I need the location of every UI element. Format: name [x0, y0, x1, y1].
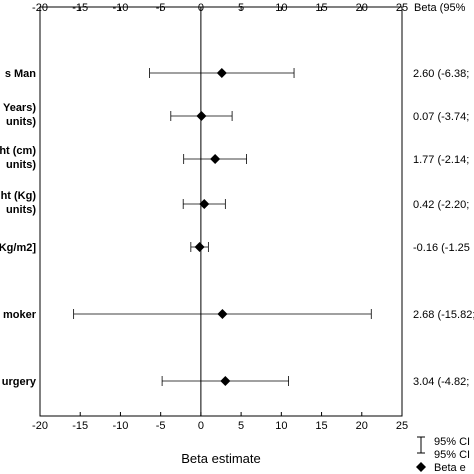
ci-text: 0.42 (-2.20; — [413, 199, 469, 211]
top-tick-label: -15 — [72, 2, 88, 14]
row-label: ht (Kg) — [1, 190, 37, 202]
point-estimate — [217, 309, 228, 319]
legend-label: Beta e — [434, 462, 466, 474]
ci-text: 2.60 (-6.38; — [413, 68, 469, 80]
row-label: Years) — [3, 102, 36, 114]
forest-row: Years) units) 0.07 (-3.74; — [3, 102, 469, 128]
point-estimate — [216, 68, 227, 78]
ci-text: 0.07 (-3.74; — [413, 111, 469, 123]
forest-row: ht (cm) units) 1.77 (-2.14; — [0, 145, 469, 171]
ci-text: -0.16 (-1.25 — [413, 242, 470, 254]
top-tick-label: 5 — [238, 2, 244, 14]
point-estimate — [196, 111, 207, 121]
bottom-tick-label: 15 — [315, 420, 327, 432]
top-tick-label: -20 — [32, 2, 48, 14]
ci-text: 2.68 (-15.82; — [413, 309, 474, 321]
forest-row: s Man 2.60 (-6.38; — [5, 68, 469, 80]
bottom-tick-label: 5 — [238, 420, 244, 432]
row-label: units) — [6, 116, 36, 128]
row-label: units) — [6, 204, 36, 216]
ci-text: 1.77 (-2.14; — [413, 154, 469, 166]
point-estimate — [210, 154, 221, 164]
forest-rows: s Man 2.60 (-6.38; Years) units) 0.07 (-3.74… — [0, 68, 474, 388]
forest-row: urgery 3.04 (-4.82; — [2, 376, 469, 388]
row-label: urgery — [2, 376, 37, 388]
row-label: moker — [3, 309, 37, 321]
point-estimate — [199, 199, 210, 209]
row-label: ht (cm) — [0, 145, 36, 157]
plot-frame — [39, 6, 403, 417]
legend-label: 95% CI — [434, 436, 470, 448]
x-axis-title: Beta estimate — [181, 451, 261, 466]
legend-label: 95% CI — [434, 449, 470, 461]
legend-diamond-marker — [416, 462, 426, 472]
right-header: Beta (95% — [414, 2, 466, 14]
bottom-tick-label: 25 — [396, 420, 408, 432]
bottom-tick-label: 10 — [275, 420, 287, 432]
bottom-tick-label: -5 — [156, 420, 166, 432]
forest-row: moker 2.68 (-15.82; — [3, 309, 474, 321]
row-label: units) — [6, 159, 36, 171]
top-tick-label: -10 — [112, 2, 128, 14]
point-estimate — [194, 242, 205, 252]
bottom-tick-label: -10 — [112, 420, 128, 432]
bottom-tick-label: 20 — [356, 420, 368, 432]
forest-row: Kg/m2] -0.16 (-1.25 — [0, 242, 470, 254]
point-estimate — [220, 376, 231, 386]
top-tick-label: 20 — [356, 2, 368, 14]
top-tick-label: 25 — [396, 2, 408, 14]
bottom-tick-label: -20 — [32, 420, 48, 432]
top-tick-label: -5 — [156, 2, 166, 14]
row-label: s Man — [5, 68, 36, 80]
row-label: Kg/m2] — [0, 242, 36, 254]
bottom-tick-label: 0 — [198, 420, 204, 432]
top-tick-label: 10 — [275, 2, 287, 14]
top-tick-label: 15 — [315, 2, 327, 14]
bottom-axis: -20 -15 -10 -5 0 5 10 15 20 25 — [32, 412, 408, 432]
ci-text: 3.04 (-4.82; — [413, 376, 469, 388]
bottom-tick-label: -15 — [72, 420, 88, 432]
forest-row: ht (Kg) units) 0.42 (-2.20; — [1, 190, 470, 216]
